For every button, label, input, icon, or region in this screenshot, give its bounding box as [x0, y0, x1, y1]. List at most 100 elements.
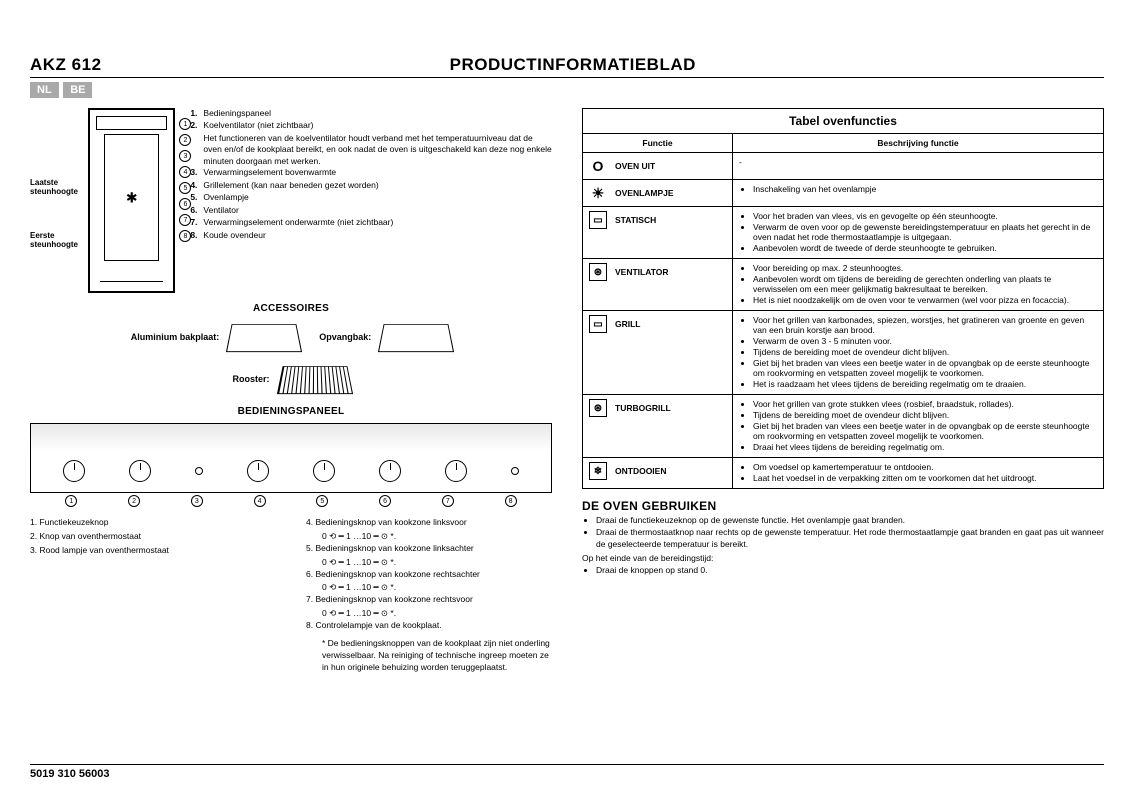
left-column: Laatste steunhoogte Eerste steunhoogte ✱…	[30, 108, 552, 674]
usage-title: DE OVEN GEBRUIKEN	[582, 499, 1104, 513]
function-desc-item: Giet bij het braden van vlees een beetje…	[753, 421, 1097, 441]
baking-tray-icon	[226, 324, 302, 352]
table-row: ⊛ TURBOGRILL Voor het grillen van grote st…	[583, 395, 1104, 458]
header: AKZ 612 PRODUCTINFORMATIEBLAD	[30, 55, 1104, 78]
function-icon: ❄	[589, 462, 607, 480]
knob-icon	[63, 460, 85, 482]
acc-label-3: Rooster:	[232, 374, 269, 384]
parts-list: 1.Bedieningspaneel2.Koelventilator (niet…	[185, 108, 552, 242]
function-name: ONTDOOIEN	[615, 466, 666, 476]
parts-list-item: 5.Ovenlampje	[185, 192, 552, 203]
function-icon: ▭	[589, 211, 607, 229]
parts-list-item: 7.Verwarmingselement onderwarmte (niet z…	[185, 217, 552, 228]
legend-sub: 0 ⟲ ━ 1 …10 ━ ⊙ *.	[322, 608, 552, 620]
oven-diagram: ✱ 1234 5678	[88, 108, 175, 293]
function-desc-item: Inschakeling van het ovenlampje	[753, 184, 1097, 194]
table-row: ⊛ VENTILATOR Voor bereiding op max. 2 steu…	[583, 259, 1104, 311]
parts-list-item: 6.Ventilator	[185, 205, 552, 216]
control-panel-diagram	[30, 423, 552, 493]
accessories: Aluminium bakplaat: Opvangbak: Rooster:	[30, 320, 552, 396]
parts-list-item: 2.Koelventilator (niet zichtbaar)	[185, 120, 552, 131]
knob-icon	[313, 460, 335, 482]
badge-nl: NL	[30, 82, 59, 98]
function-desc-item: Tijdens de bereiding moet de ovendeur di…	[753, 347, 1097, 357]
function-desc-item: Voor het grillen van grote stukken vlees…	[753, 399, 1097, 409]
accessories-title: ACCESSOIRES	[30, 303, 552, 314]
parts-list-item: 1.Bedieningspaneel	[185, 108, 552, 119]
legend-sub: 0 ⟲ ━ 1 …10 ━ ⊙ *.	[322, 557, 552, 569]
usage-bullet: Draai de functiekeuzeknop op de gewenste…	[596, 515, 1104, 527]
function-icon: O	[589, 157, 607, 175]
oven-shelf-labels: Laatste steunhoogte Eerste steunhoogte	[30, 108, 78, 249]
legend-sub: 0 ⟲ ━ 1 …10 ━ ⊙ *.	[322, 582, 552, 594]
parts-list-item: 4.Grillelement (kan naar beneden gezet w…	[185, 180, 552, 191]
col-header-description: Beschrijving functie	[733, 134, 1104, 153]
function-desc-item: Verwarm de oven voor op de gewenste bere…	[753, 222, 1097, 242]
col-header-function: Functie	[583, 134, 733, 153]
legend-item: 8. Controlelampje van de kookplaat.	[306, 620, 552, 632]
function-icon: ⊛	[589, 263, 607, 281]
indicator-icon	[511, 467, 519, 475]
function-desc-item: Het is raadzaam het vlees tijdens de ber…	[753, 379, 1097, 389]
acc-label-1: Aluminium bakplaat:	[131, 332, 220, 342]
knob-icon	[445, 460, 467, 482]
usage-end-bullet: Draai de knoppen op stand 0.	[596, 565, 1104, 577]
function-name: GRILL	[615, 319, 641, 329]
function-icon: ▭	[589, 315, 607, 333]
table-title: Tabel ovenfuncties	[583, 109, 1104, 134]
function-icon: ⊛	[589, 399, 607, 417]
knob-icon	[129, 460, 151, 482]
function-desc-item: Aanbevolen wordt de tweede of derde steu…	[753, 243, 1097, 253]
legend-note: * De bedieningsknoppen van de kookplaat …	[322, 638, 552, 674]
function-name: VENTILATOR	[615, 267, 669, 277]
function-desc-item: Voor het grillen van karbonades, spiezen…	[753, 315, 1097, 335]
function-icon: ☀	[589, 184, 607, 202]
function-desc-item: Voor bereiding op max. 2 steunhoogtes.	[753, 263, 1097, 273]
legend-item: 5. Bedieningsknop van kookzone linksacht…	[306, 543, 552, 555]
label-bottom-shelf: Eerste steunhoogte	[30, 231, 78, 249]
usage-bullet: Draai de thermostaatknop naar rechts op …	[596, 527, 1104, 551]
legend-item: 2. Knop van oventhermostaat	[30, 531, 276, 543]
page-title: PRODUCTINFORMATIEBLAD	[42, 55, 1104, 75]
function-desc-item: Giet bij het braden van vlees een beetje…	[753, 358, 1097, 378]
knob-numbers: 12345678	[30, 495, 552, 507]
knob-icon	[379, 460, 401, 482]
table-row: ☀ OVENLAMPJE Inschakeling van het ovenlamp…	[583, 180, 1104, 207]
legend-item: 6. Bedieningsknop van kookzone rechtsach…	[306, 569, 552, 581]
parts-list-extra: Het functioneren van de koelventilator h…	[203, 133, 552, 167]
legend-item: 7. Bedieningsknop van kookzone rechtsvoo…	[306, 594, 552, 606]
legend-item: 3. Rood lampje van oventhermostaat	[30, 545, 276, 557]
knob-icon	[247, 460, 269, 482]
panel-legend: 1. Functiekeuzeknop2. Knop van oventherm…	[30, 517, 552, 674]
rack-icon	[276, 366, 352, 394]
table-row: ▭ GRILL Voor het grillen van karbonades, s…	[583, 311, 1104, 395]
table-row: ❄ ONTDOOIEN Om voedsel op kamertemperatuur…	[583, 458, 1104, 489]
function-desc-item: Het is niet noodzakelijk om de oven voor…	[753, 295, 1097, 305]
drip-tray-icon	[378, 324, 454, 352]
function-desc-item: Verwarm de oven 3 - 5 minuten voor.	[753, 336, 1097, 346]
functions-table: Tabel ovenfuncties Functie Beschrijving …	[582, 108, 1104, 489]
usage-end-label: Op het einde van de bereidingstijd:	[582, 553, 1104, 565]
parts-list-item: 8.Koude ovendeur	[185, 230, 552, 241]
function-desc-item: Om voedsel op kamertemperatuur te ontdoo…	[753, 462, 1097, 472]
function-desc-item: Tijdens de bereiding moet de ovendeur di…	[753, 410, 1097, 420]
footer-code: 5019 310 56003	[30, 764, 1104, 780]
acc-label-2: Opvangbak:	[319, 332, 371, 342]
parts-list-item: 3.Verwarmingselement bovenwarmte	[185, 167, 552, 178]
label-top-shelf: Laatste steunhoogte	[30, 178, 78, 196]
usage-instructions: Draai de functiekeuzeknop op de gewenste…	[582, 515, 1104, 576]
function-name: OVEN UIT	[615, 161, 655, 171]
function-name: STATISCH	[615, 215, 656, 225]
fan-icon: ✱	[126, 189, 138, 206]
legend-item: 4. Bedieningsknop van kookzone linksvoor	[306, 517, 552, 529]
table-row: OOVEN UIT-	[583, 153, 1104, 180]
function-desc-item: Aanbevolen wordt om tijdens de bereiding…	[753, 274, 1097, 294]
function-name: TURBOGRILL	[615, 403, 671, 413]
function-desc-item: Laat het voedsel in de verpakking zitten…	[753, 473, 1097, 483]
language-badges: NL BE	[30, 82, 1104, 98]
right-column: Tabel ovenfuncties Functie Beschrijving …	[582, 108, 1104, 674]
function-name: OVENLAMPJE	[615, 188, 674, 198]
legend-sub: 0 ⟲ ━ 1 …10 ━ ⊙ *.	[322, 531, 552, 543]
table-row: ▭STATISCHVoor het braden van vlees, vis …	[583, 207, 1104, 259]
badge-be: BE	[63, 82, 92, 98]
